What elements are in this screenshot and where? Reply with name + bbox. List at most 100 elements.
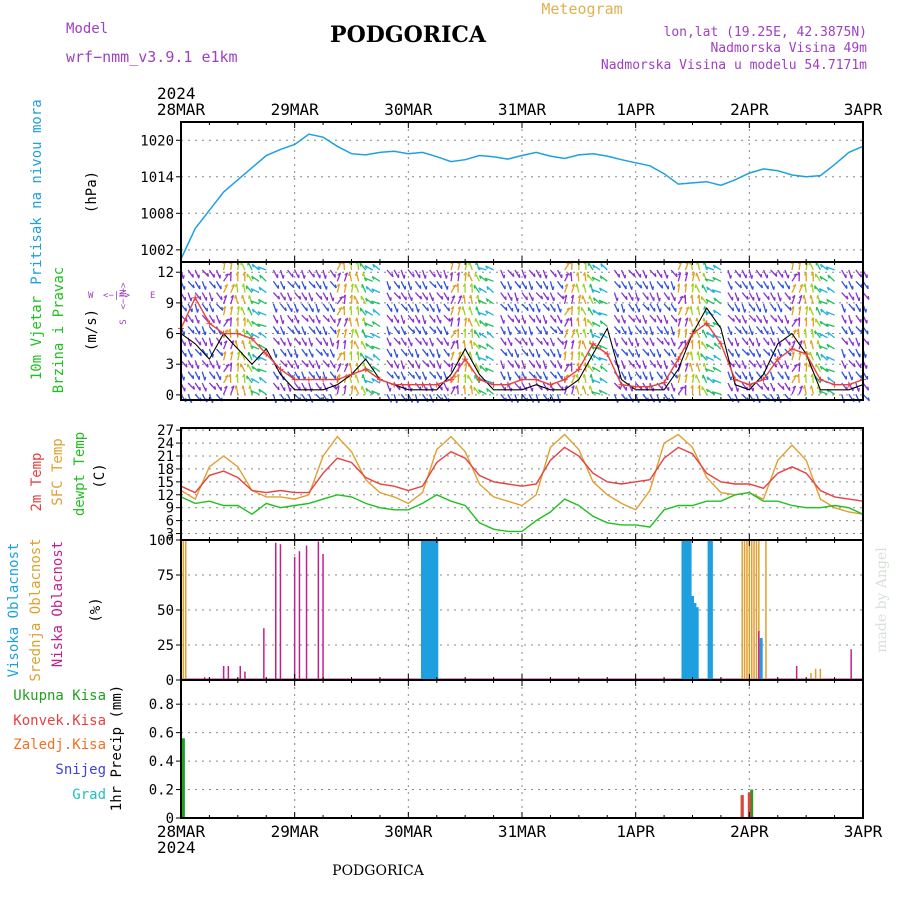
cloud-bar-low	[244, 672, 246, 680]
wind-arrow-head	[235, 340, 236, 343]
cloud-bar-mid	[746, 540, 748, 680]
wind-arrow-head	[249, 386, 250, 389]
wind-arrow-head	[776, 319, 777, 322]
cloud-bar-low	[294, 557, 296, 680]
wind-arrow-head	[207, 364, 208, 367]
wind-arrow	[812, 386, 814, 395]
wind-arrow-head	[667, 275, 668, 279]
wind-arrow-head	[653, 332, 654, 335]
wind-arrow-head	[504, 366, 505, 369]
wind-arrow-head	[546, 320, 547, 324]
wind-arrow-head	[539, 354, 540, 357]
wind-arrow-head	[235, 295, 236, 298]
y-tick-label: 1002	[140, 243, 174, 259]
wind-arrow-head	[773, 377, 774, 380]
wind-arrow	[217, 372, 221, 380]
wind-arrow-head	[620, 285, 621, 288]
wind-arrow	[543, 281, 547, 289]
wind-arrow-head	[307, 364, 308, 367]
wind-arrow	[543, 270, 546, 279]
wind-arrow	[195, 281, 200, 289]
wind-arrow	[543, 315, 546, 324]
wind-arrow	[401, 281, 405, 289]
wind-arrow-head	[476, 352, 477, 356]
wind-arrow-head	[854, 308, 855, 311]
wind-arrow-head	[553, 287, 554, 291]
wind-arrow-head	[525, 320, 526, 323]
wind-arrow-head	[554, 343, 555, 347]
wind-arrow-head	[674, 388, 675, 391]
wind-arrow	[756, 394, 759, 402]
wind-arrow-head	[733, 308, 734, 311]
wind-arrow	[657, 394, 660, 403]
wind-arrow-head	[247, 331, 248, 335]
wind-arrow-head	[442, 296, 443, 299]
wind-arrow-head	[214, 330, 215, 334]
wind-arrow-head	[576, 386, 577, 390]
wind-arrow	[578, 272, 579, 281]
wind-arrow-head	[631, 332, 632, 335]
wind-arrow-head	[411, 287, 412, 291]
wind-arrow-head	[333, 343, 334, 346]
wind-arrow	[817, 307, 821, 315]
wind-arrow-head	[696, 318, 697, 322]
wind-arrow-head	[249, 295, 250, 298]
wind-arrow-head	[780, 343, 781, 346]
y-tick-label: 1014	[140, 170, 174, 186]
wind-arrow-head	[703, 318, 704, 321]
wind-arrow	[728, 372, 731, 381]
wind-arrow	[764, 338, 769, 345]
wind-arrow-head	[462, 307, 463, 310]
wind-arrow	[415, 327, 420, 335]
wind-arrow-head	[556, 375, 557, 378]
wind-arrow	[703, 285, 707, 293]
wind-arrow-head	[548, 353, 549, 356]
wind-arrow	[558, 315, 562, 323]
wind-arrow-head	[541, 341, 542, 344]
wind-arrow-head	[634, 364, 635, 367]
wind-arrow	[508, 293, 512, 301]
y-tick-label: 0.2	[149, 783, 174, 799]
wind-arrow-head	[755, 318, 756, 321]
wind-arrow	[856, 394, 860, 402]
y-tick-label: 75	[157, 568, 174, 584]
time-label-top: 1APR	[616, 100, 655, 119]
cloud-bar-low	[240, 666, 242, 680]
wind-arrow-head	[641, 285, 642, 288]
wind-arrow	[309, 315, 314, 323]
wind-arrow-head	[738, 388, 739, 392]
wind-arrow	[188, 327, 194, 334]
y-tick-label: 50	[157, 603, 174, 619]
wind-arrow-head	[520, 341, 521, 344]
wind-arrow-head	[449, 364, 450, 367]
temp-line-t2m	[181, 447, 863, 501]
wind-arrow-head	[283, 320, 284, 324]
wind-arrow-head	[861, 274, 862, 277]
wind-arrow-head	[576, 284, 577, 287]
wind-arrow	[330, 338, 333, 347]
wind-arrow-head	[854, 353, 855, 357]
wind-arrow-head	[219, 366, 220, 369]
wind-arrow	[799, 329, 800, 338]
y-tick-label: 0.8	[149, 697, 174, 713]
wind-arrow-head	[619, 375, 620, 378]
wind-arrow-head	[583, 284, 584, 287]
wind-arrow-head	[191, 343, 192, 346]
wind-arrow-head	[646, 366, 647, 369]
low-cloud-ylabel: Niska Oblacnost	[50, 541, 66, 667]
wind-arrow-head	[291, 343, 292, 347]
wind-arrow-head	[220, 320, 221, 323]
y-tick-label: 6	[166, 327, 174, 343]
wind-arrow-head	[321, 296, 322, 299]
wind-arrow	[195, 383, 200, 391]
wind-arrow-head	[752, 275, 753, 278]
cloud-bar-low	[758, 631, 760, 680]
wind-arrow-head	[215, 386, 216, 389]
mid-cloud-ylabel: Srednja Oblacnost	[28, 538, 44, 681]
wind-arrow-head	[413, 319, 414, 323]
wind-arrow-head	[563, 296, 564, 299]
wind-arrow-head	[677, 375, 678, 378]
wind-arrow	[771, 304, 776, 311]
wind-arrow	[691, 352, 692, 361]
wind-arrow	[749, 281, 752, 289]
